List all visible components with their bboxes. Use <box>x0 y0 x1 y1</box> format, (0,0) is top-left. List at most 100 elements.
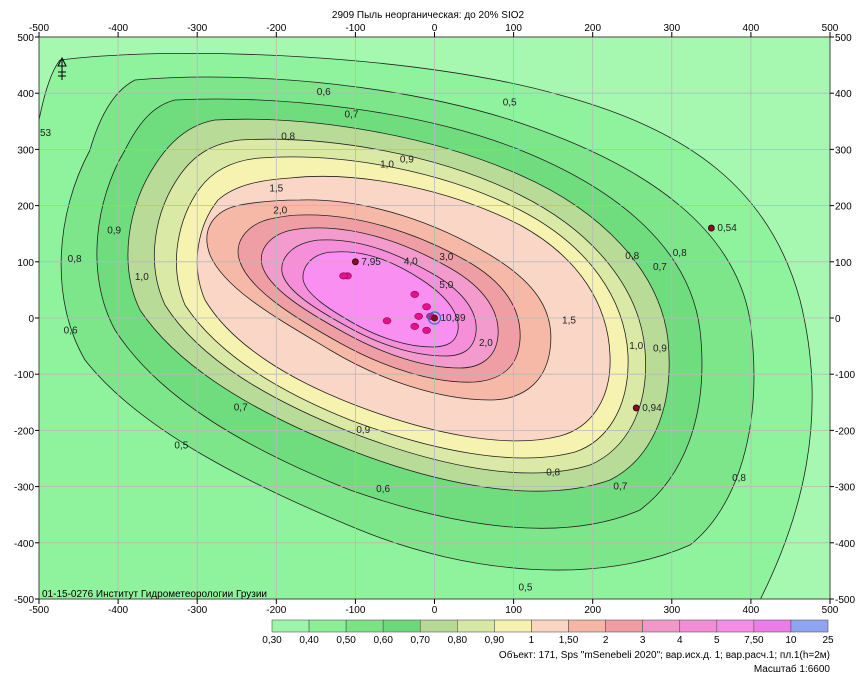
contour-label: 5,0 <box>439 280 453 291</box>
contour-label: 0,6 <box>64 326 78 337</box>
contour-label: 0,8 <box>673 248 687 259</box>
max-value-point <box>632 404 640 412</box>
contour-label: 0,8 <box>68 254 82 265</box>
legend-swatch <box>568 619 606 633</box>
axes: -500 -500 -400 -400 -300 -300 -200 -200 -100 -100… <box>14 23 855 616</box>
x-tick-label-top: -100 <box>345 23 365 34</box>
legend-level-label: 1 <box>529 635 535 646</box>
x-tick-label-bottom: -300 <box>187 605 207 616</box>
contour-label: 2,0 <box>273 205 287 216</box>
legend-swatch <box>642 619 681 633</box>
contour-label: 4,0 <box>404 257 418 268</box>
contour-label: 0,6 <box>376 484 390 495</box>
point-value-label: 0,94 <box>642 403 662 414</box>
object-info: Объект: 171, Sps "mSenebeli 2020"; вар.и… <box>499 649 830 661</box>
legend-swatch <box>790 619 829 633</box>
y-tick-label-right: -500 <box>835 595 855 606</box>
legend-swatch <box>308 619 347 633</box>
x-tick-label-bottom: -100 <box>345 605 365 616</box>
emission-source-point <box>382 317 392 325</box>
north-arrow-icon <box>57 56 67 80</box>
y-tick-label-left: 300 <box>17 145 34 156</box>
x-tick-label-top: 400 <box>743 23 760 34</box>
legend-level-label: 5 <box>714 635 720 646</box>
contour-label: 1,5 <box>562 316 576 327</box>
y-tick-label-right: -400 <box>835 539 855 550</box>
emission-source-point <box>339 272 348 280</box>
y-tick-label-right: -300 <box>835 483 855 494</box>
x-tick-label-bottom: 400 <box>743 605 760 616</box>
point-value-label: 10,89 <box>441 313 466 324</box>
contour-label: 0,9 <box>107 226 121 237</box>
institute-label: 01-15-0276 Институт Гидрометеорологии Гр… <box>42 589 267 600</box>
y-tick-label-right: 100 <box>835 258 852 269</box>
y-tick-label-left: 100 <box>17 258 34 269</box>
legend-level-label: 0,80 <box>448 635 468 646</box>
emission-source-point <box>414 312 423 320</box>
contour-label: 0,5 <box>519 583 533 594</box>
x-tick-label-top: 200 <box>584 23 601 34</box>
contour-label: 0,8 <box>546 467 560 478</box>
y-tick-label-right: 200 <box>835 202 852 213</box>
contour-label: 0,5 <box>503 98 517 109</box>
y-tick-label-left: -200 <box>14 426 34 437</box>
contour-label: 0,9 <box>356 425 370 436</box>
legend-swatch <box>605 619 643 633</box>
legend-swatch <box>457 619 495 633</box>
legend-level-label: 0,30 <box>262 635 282 646</box>
y-tick-label-right: -200 <box>835 426 855 437</box>
color-legend: 0,30 0,40 0,50 0,60 0,70 0,80 0,90 1 1,50 2 3 4 5 7,5… <box>262 619 834 646</box>
x-tick-label-top: 300 <box>663 23 680 34</box>
y-tick-label-left: 200 <box>17 202 34 213</box>
y-tick-label-left: 500 <box>17 33 34 44</box>
contour-label: 0,8 <box>281 131 295 142</box>
contour-labels: 0,5 0,6 0,7 0,8 0,9 1,0 1,5 2,0 3,0 4,0 5,0 0,9 0,8 1… <box>64 87 747 594</box>
contour-label: 0,7 <box>613 481 627 492</box>
x-tick-label-top: 100 <box>505 23 522 34</box>
x-tick-label-top: 0 <box>432 23 438 34</box>
x-tick-label-top: -500 <box>29 23 49 34</box>
contour-label: 1,0 <box>135 272 149 283</box>
legend-level-label: 0,90 <box>485 635 505 646</box>
contour-label: 0,7 <box>653 262 667 273</box>
legend-level-label: 25 <box>822 635 834 646</box>
legend-swatch <box>531 619 569 633</box>
x-tick-label-bottom: 0 <box>432 605 438 616</box>
contour-label: 3,0 <box>439 252 453 263</box>
x-tick-label-bottom: 100 <box>505 605 522 616</box>
x-tick-label-top: -200 <box>266 23 286 34</box>
chart-title: 2909 Пыль неорганическая: до 20% SIO2 <box>332 10 525 21</box>
legend-swatch <box>494 619 532 633</box>
x-tick-label-bottom: -500 <box>29 605 49 616</box>
x-tick-label-top: -400 <box>108 23 128 34</box>
point-value-label: 0,54 <box>717 223 737 234</box>
contour-label: 2,0 <box>479 338 493 349</box>
x-tick-label-bottom: -400 <box>108 605 128 616</box>
x-tick-label-top: 500 <box>822 23 839 34</box>
y-tick-label-left: -300 <box>14 483 34 494</box>
contour-label: 0,5 <box>174 440 188 451</box>
y-tick-label-right: 0 <box>835 314 841 325</box>
contour-label: 0,7 <box>344 109 358 120</box>
legend-level-label: 1,50 <box>559 635 579 646</box>
legend-level-label: 0,50 <box>336 635 356 646</box>
contour-label: 0,7 <box>234 403 248 414</box>
legend-level-label: 7,50 <box>744 635 764 646</box>
side-marker: 53 <box>40 128 52 139</box>
point-value-label: 7,95 <box>361 257 381 268</box>
legend-level-label: 0,40 <box>299 635 319 646</box>
legend-swatch <box>753 619 792 633</box>
legend-level-label: 0,70 <box>411 635 431 646</box>
y-tick-label-right: 400 <box>835 89 852 100</box>
max-value-point <box>431 314 438 322</box>
contour-label: 0,6 <box>317 87 331 98</box>
y-tick-label-left: 400 <box>17 89 34 100</box>
x-tick-label-bottom: -200 <box>266 605 286 616</box>
max-value-point <box>707 224 715 232</box>
scale-label: Масштаб 1:6600 <box>754 663 831 675</box>
contour-label: 0,8 <box>732 473 746 484</box>
y-tick-label-right: 300 <box>835 145 852 156</box>
y-tick-label-left: -400 <box>14 539 34 550</box>
contour-label: 0,9 <box>400 154 414 165</box>
